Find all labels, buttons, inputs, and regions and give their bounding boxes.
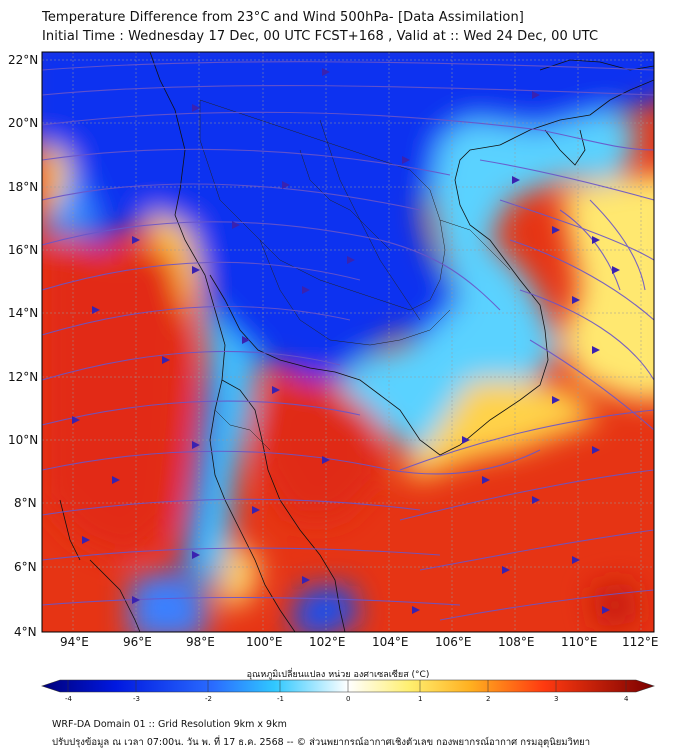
- lon-label: 102°E: [309, 635, 346, 649]
- colorbar-tick: 2: [486, 695, 490, 703]
- colorbar-tick: 3: [554, 695, 558, 703]
- colorbar-tick: -4: [65, 695, 73, 703]
- colorbar-tick: -2: [205, 695, 212, 703]
- wind-arrows: [72, 68, 620, 614]
- lat-label: 18°N: [8, 180, 38, 194]
- lon-label: 100°E: [246, 635, 283, 649]
- colorbar-tick: -3: [133, 695, 140, 703]
- lat-label: 10°N: [8, 433, 38, 447]
- longitude-labels: 94°E 96°E 98°E 100°E 102°E 104°E 106°E 1…: [60, 635, 659, 649]
- colorbar-tick: -1: [277, 695, 284, 703]
- plot-frame: [41, 51, 655, 633]
- colorbar-tick: 0: [346, 695, 350, 703]
- lat-label: 14°N: [8, 306, 38, 320]
- colorbar: -4 -3 -2 -1 0 1 2 3 4: [41, 679, 655, 703]
- lat-label: 16°N: [8, 243, 38, 257]
- lat-label: 4°N: [14, 625, 37, 639]
- update-credit: ปรับปรุงข้อมูล ณ เวลา 07:00น. วัน พ. ที่…: [52, 737, 591, 748]
- map-subtitle: Initial Time : Wednesday 17 Dec, 00 UTC …: [42, 29, 599, 44]
- model-info: WRF-DA Domain 01 :: Grid Resolution 9km …: [52, 719, 287, 730]
- colorbar-tick: 1: [418, 695, 422, 703]
- colorbar-label: อุณหภูมิเปลี่ยนแปลง หน่วย องศาเซลเซียส (…: [246, 670, 430, 680]
- lon-label: 108°E: [498, 635, 535, 649]
- lon-label: 96°E: [123, 635, 152, 649]
- lat-label: 22°N: [8, 53, 38, 67]
- colorbar-tick: 4: [624, 695, 629, 703]
- lat-label: 6°N: [14, 560, 37, 574]
- wind-streamlines: [42, 61, 654, 621]
- lon-label: 104°E: [372, 635, 409, 649]
- lon-label: 94°E: [60, 635, 89, 649]
- lat-label: 12°N: [8, 370, 38, 384]
- lon-label: 98°E: [186, 635, 215, 649]
- lat-label: 20°N: [8, 116, 38, 130]
- lon-label: 110°E: [561, 635, 598, 649]
- coastlines: [42, 52, 654, 632]
- lat-label: 8°N: [14, 496, 37, 510]
- country-borders: [199, 99, 511, 451]
- temperature-field: [42, 52, 654, 632]
- latitude-labels: 22°N 20°N 18°N 16°N 14°N 12°N 10°N 8°N 6…: [8, 53, 38, 639]
- lon-label: 106°E: [435, 635, 472, 649]
- lon-label: 112°E: [622, 635, 659, 649]
- map-title: Temperature Difference from 23°C and Win…: [42, 10, 524, 25]
